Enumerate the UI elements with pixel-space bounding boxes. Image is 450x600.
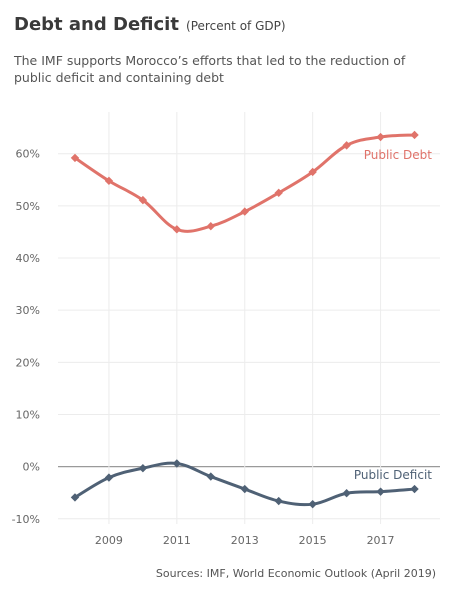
public-deficit-point [410, 484, 419, 494]
chart-subtitle: The IMF supports Morocco’s efforts that … [14, 53, 406, 85]
public-debt-point [104, 176, 114, 186]
public-debt-point [206, 222, 215, 231]
public-debt-point [376, 132, 385, 142]
public-debt-point [240, 207, 249, 216]
chart-title-row: Debt and Deficit (Percent of GDP) [14, 14, 286, 35]
public-deficit-point [240, 484, 249, 494]
y-tick-label: 20% [16, 356, 40, 369]
source-note: Sources: IMF, World Economic Outlook (Ap… [155, 567, 436, 580]
x-tick-label: 2011 [163, 534, 191, 547]
public-deficit-point [70, 493, 80, 502]
y-tick-label: 40% [16, 252, 40, 265]
public-deficit-point [172, 459, 182, 468]
x-tick-label: 2017 [367, 534, 395, 547]
y-tick-label: 0% [23, 461, 40, 474]
x-tick-label: 2009 [95, 534, 123, 547]
public-deficit-point [274, 496, 283, 506]
public-debt-point [410, 130, 419, 140]
public-debt-point [70, 153, 80, 163]
public-debt-point [274, 188, 283, 198]
y-tick-label: 30% [16, 304, 40, 317]
chart-title: Debt and Deficit [14, 14, 179, 35]
y-tick-label: -10% [12, 513, 40, 526]
public-debt-point [308, 167, 317, 177]
public-deficit-point [138, 463, 148, 473]
y-tick-label: 60% [16, 148, 40, 161]
public-debt-point [342, 141, 351, 150]
public-deficit-point [308, 499, 317, 509]
public-deficit-point [376, 487, 385, 496]
public-deficit-point [206, 472, 215, 481]
public-deficit-point [342, 489, 351, 498]
y-tick-label: 50% [16, 200, 40, 213]
x-tick-label: 2013 [231, 534, 259, 547]
public-debt-point [138, 195, 148, 205]
public-deficit-point [104, 473, 114, 482]
x-tick-label: 2015 [299, 534, 327, 547]
public-deficit-label: Public Deficit [354, 468, 432, 482]
y-tick-label: 10% [16, 408, 40, 421]
public-debt-label: Public Debt [364, 148, 433, 162]
chart-title-unit: (Percent of GDP) [186, 19, 286, 33]
public-debt-point [172, 225, 182, 234]
